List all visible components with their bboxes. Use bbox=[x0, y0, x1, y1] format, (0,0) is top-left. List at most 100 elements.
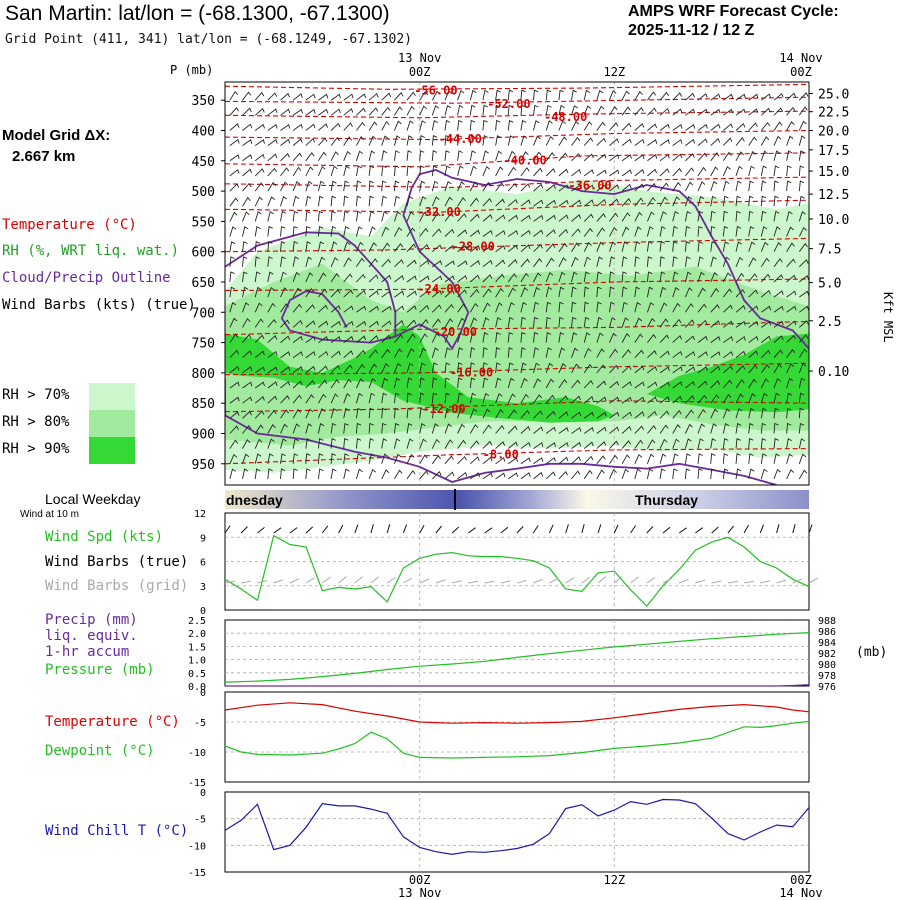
wind-barb bbox=[356, 107, 366, 116]
wind-barb bbox=[786, 438, 792, 449]
wind-barb-grid bbox=[241, 580, 252, 584]
weekday-right-label: Thursday bbox=[635, 492, 698, 508]
wind-barb bbox=[773, 258, 783, 268]
wind-barb bbox=[684, 287, 693, 298]
wind-barb bbox=[773, 422, 779, 434]
wind-barb bbox=[558, 257, 567, 268]
wind-barb bbox=[571, 363, 580, 374]
wind-barb bbox=[280, 453, 286, 464]
wind-barb bbox=[533, 394, 543, 404]
wind-barb bbox=[280, 423, 288, 434]
wind-barb bbox=[355, 180, 362, 192]
wind-barb bbox=[469, 165, 477, 177]
wind-barb bbox=[318, 393, 327, 404]
wind-barb bbox=[760, 468, 768, 480]
wind-barb bbox=[368, 92, 379, 101]
wind-barb bbox=[292, 108, 303, 116]
wind-barb bbox=[710, 195, 717, 207]
wind-barb bbox=[254, 226, 261, 237]
wind-barb bbox=[469, 362, 475, 373]
wind-barb bbox=[330, 180, 337, 192]
wind-barb bbox=[469, 408, 478, 419]
wind-barb bbox=[596, 121, 606, 131]
wind-barb bbox=[330, 151, 339, 162]
wind-barb bbox=[444, 471, 455, 480]
wind-barb bbox=[242, 241, 248, 252]
wind-barb bbox=[533, 89, 539, 101]
wind-barb-grid bbox=[662, 577, 673, 584]
wind-barb bbox=[558, 228, 569, 237]
wind-barb bbox=[406, 305, 417, 313]
legend-precip-accum: 1-hr accum bbox=[45, 644, 130, 660]
wind-barb bbox=[431, 212, 441, 222]
wind-barb bbox=[659, 153, 670, 162]
wind-barb bbox=[469, 181, 479, 192]
wind-barb bbox=[381, 106, 391, 116]
wind-barb bbox=[798, 453, 807, 464]
wind-barb bbox=[748, 350, 759, 359]
wind-barb bbox=[343, 257, 352, 268]
wind-barb bbox=[406, 105, 415, 116]
wind-barb bbox=[267, 286, 275, 298]
wind-barb bbox=[267, 167, 277, 177]
wind-barb bbox=[723, 320, 734, 328]
panel-tick-label: -15 bbox=[188, 868, 206, 879]
wind-barb bbox=[368, 335, 379, 343]
wind-barb bbox=[406, 422, 413, 434]
pressure-tick-label: 800 bbox=[192, 367, 215, 382]
wind-barb bbox=[406, 150, 412, 161]
wind-barb bbox=[254, 123, 265, 131]
wind-barb bbox=[368, 392, 375, 404]
wind-barb bbox=[798, 377, 806, 389]
wind-barb bbox=[609, 212, 619, 222]
wind-barb bbox=[723, 365, 733, 374]
wind-barb bbox=[533, 258, 543, 268]
wind-barb bbox=[596, 332, 604, 343]
wind-barb-true bbox=[776, 524, 780, 534]
wind-barb-grid bbox=[257, 580, 268, 584]
wind-barb bbox=[419, 227, 429, 237]
temperature-contour-label: -8.00 bbox=[483, 447, 519, 461]
wind-barb bbox=[672, 241, 678, 252]
wind-barb bbox=[621, 454, 631, 465]
wind-barb bbox=[672, 196, 681, 207]
wind-barb bbox=[786, 453, 793, 464]
wind-barb bbox=[672, 153, 683, 162]
wind-barb bbox=[419, 304, 430, 313]
wind-barb bbox=[444, 439, 454, 449]
wind-barb bbox=[735, 305, 746, 313]
wind-barb bbox=[621, 381, 632, 389]
wind-barb bbox=[710, 394, 720, 404]
wind-barb bbox=[596, 227, 606, 237]
wind-barb bbox=[722, 166, 731, 177]
wind-barb bbox=[355, 210, 362, 222]
wind-barb bbox=[748, 305, 759, 313]
wind-barb bbox=[368, 242, 377, 252]
wind-barb bbox=[254, 211, 262, 222]
height-axis-title: Kft MSL bbox=[881, 292, 895, 343]
wind-barb bbox=[621, 183, 632, 192]
wind-barb bbox=[685, 123, 696, 131]
wind-barb bbox=[368, 349, 378, 358]
wind-barb bbox=[621, 241, 629, 252]
wind-barb bbox=[722, 468, 729, 479]
wind-barb bbox=[507, 362, 514, 373]
wind-barb bbox=[545, 286, 553, 298]
wind-barb bbox=[697, 152, 708, 162]
wind-barb bbox=[406, 165, 412, 176]
wind-barb bbox=[406, 347, 415, 358]
rh-region bbox=[225, 324, 615, 423]
wind-barb bbox=[621, 468, 629, 480]
wind-barb bbox=[685, 319, 695, 328]
wind-barb bbox=[254, 256, 260, 267]
wind-barb bbox=[343, 165, 350, 177]
rh-swatch-70 bbox=[89, 383, 135, 410]
wind-barb bbox=[482, 332, 489, 343]
wind-barb bbox=[507, 273, 517, 283]
wind-barb bbox=[318, 272, 327, 283]
wind-barb-true bbox=[224, 525, 231, 534]
wind-barb bbox=[672, 139, 683, 146]
grid-point-label: Grid Point (411, 341) lat/lon = (-68.124… bbox=[5, 32, 412, 47]
wind-barb bbox=[634, 396, 645, 404]
wind-barb bbox=[773, 195, 779, 207]
